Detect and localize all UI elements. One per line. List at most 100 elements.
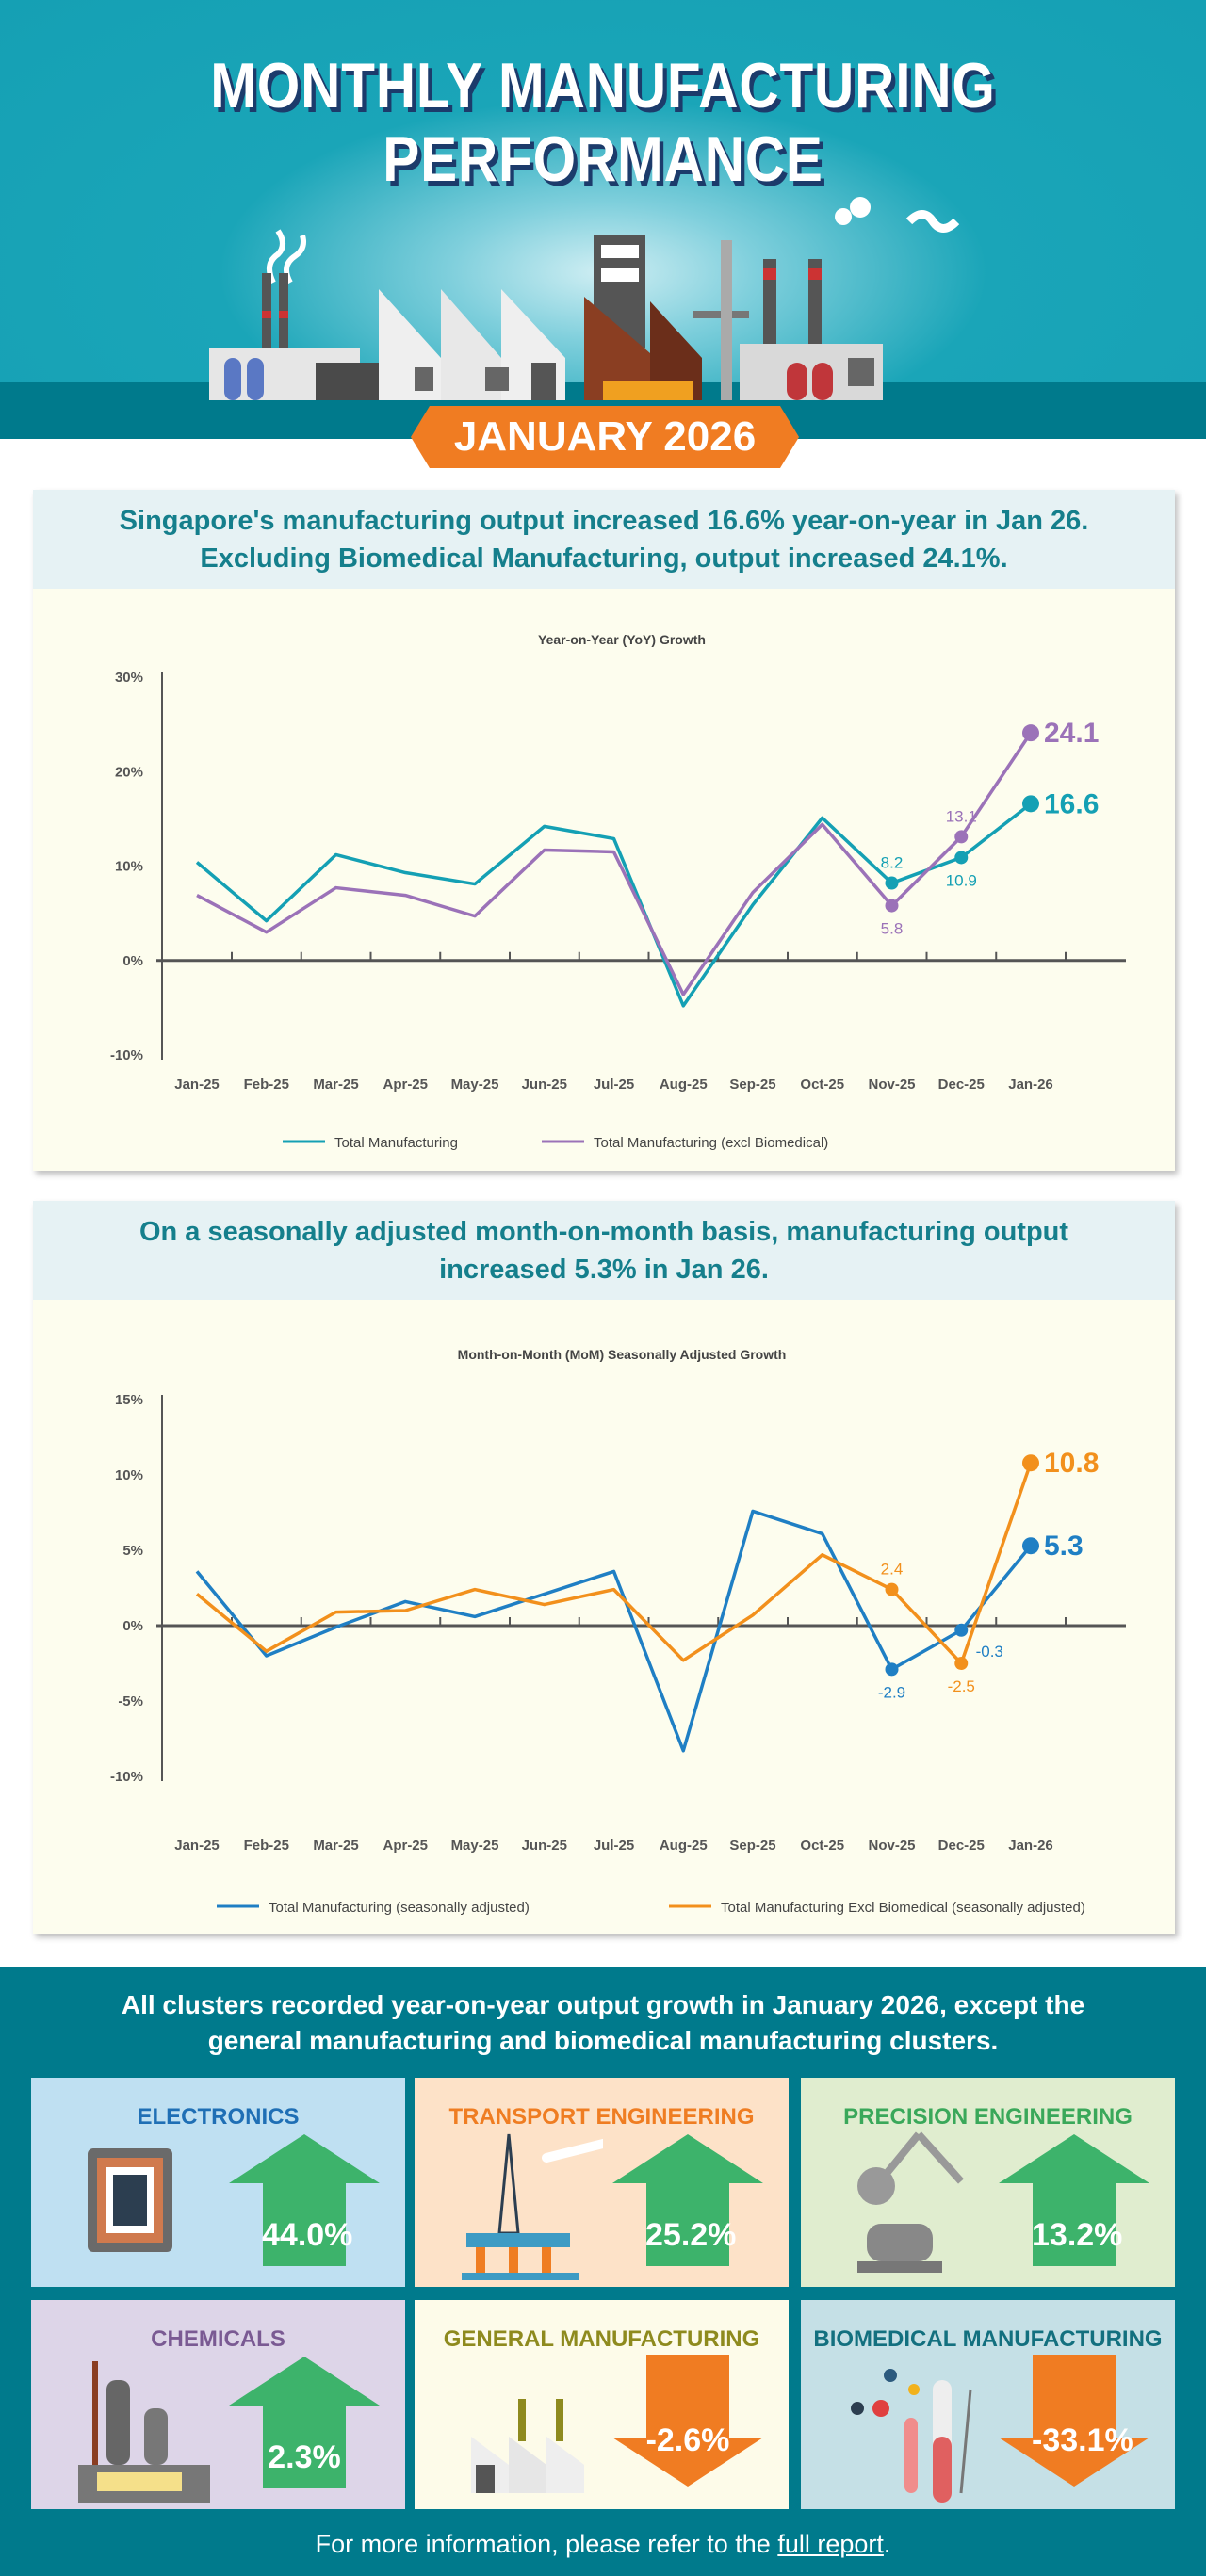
x-tick-label: Jun-25 <box>522 1838 567 1854</box>
oil-rig-airplane-icon <box>462 2133 603 2280</box>
mom-headline-line1: On a seasonally adjusted month-on-month … <box>139 1216 1069 1247</box>
yoy-panel: Singapore's manufacturing output increas… <box>33 490 1175 1171</box>
data-label: -0.3 <box>976 1643 1003 1661</box>
cluster-name: CHEMICALS <box>151 2326 285 2352</box>
clusters-headline-line1: All clusters recorded year-on-year outpu… <box>121 1990 1085 2019</box>
data-label: 2.4 <box>881 1561 904 1579</box>
y-tick-label: -10% <box>110 1047 143 1063</box>
x-tick-label: Aug-25 <box>660 1077 708 1093</box>
x-tick-label: Jan-25 <box>174 1077 220 1093</box>
x-tick-label: Jan-26 <box>1008 1077 1053 1093</box>
cluster-growth-value: 25.2% <box>645 2217 737 2253</box>
data-point <box>1022 795 1039 813</box>
x-tick-label: Jul-25 <box>594 1077 634 1093</box>
legend-label: Total Manufacturing <box>334 1135 458 1151</box>
arrow-up-icon <box>229 2357 380 2488</box>
data-point <box>885 1662 899 1677</box>
x-tick-label: Mar-25 <box>313 1077 358 1093</box>
factory-skyline-illustration <box>209 197 960 400</box>
yoy-headline: Singapore's manufacturing output increas… <box>33 490 1175 589</box>
mom-headline: On a seasonally adjusted month-on-month … <box>33 1201 1175 1300</box>
full-report-link[interactable]: full report <box>777 2530 884 2558</box>
mom-growth-chart: Month-on-Month (MoM) Seasonally Adjusted… <box>110 1347 1126 1916</box>
x-tick-label: May-25 <box>451 1077 499 1093</box>
data-point <box>954 830 969 844</box>
data-label: 8.2 <box>881 854 904 872</box>
page-title-line2: PERFORMANCE <box>383 123 823 195</box>
data-point <box>954 851 969 865</box>
page-title-line1: MONTHLY MANUFACTURING <box>210 50 996 122</box>
x-tick-label: Nov-25 <box>868 1838 915 1854</box>
x-tick-label: Oct-25 <box>800 1838 844 1854</box>
microchip-icon <box>88 2148 172 2252</box>
x-tick-label: May-25 <box>451 1838 499 1854</box>
y-tick-label: 15% <box>115 1392 143 1408</box>
y-tick-label: 10% <box>115 859 143 875</box>
arrow-up-icon <box>229 2134 380 2266</box>
data-label: -2.5 <box>948 1677 975 1695</box>
cluster-card: BIOMEDICAL MANUFACTURING -33.1% <box>801 2300 1175 2509</box>
x-tick-label: Jun-25 <box>522 1077 567 1093</box>
yoy-headline-line2: Excluding Biomedical Manufacturing, outp… <box>200 543 1008 574</box>
cluster-name: TRANSPORT ENGINEERING <box>448 2104 755 2130</box>
x-tick-label: Aug-25 <box>660 1838 708 1854</box>
cluster-growth-value: 2.3% <box>268 2439 341 2475</box>
y-tick-label: -10% <box>110 1769 143 1785</box>
data-point <box>1022 1537 1039 1555</box>
x-tick-label: Oct-25 <box>800 1077 844 1093</box>
yoy-headline-line1: Singapore's manufacturing output increas… <box>119 505 1089 536</box>
y-tick-label: 30% <box>115 670 143 686</box>
cluster-name: GENERAL MANUFACTURING <box>443 2326 760 2352</box>
cluster-name: BIOMEDICAL MANUFACTURING <box>813 2326 1163 2352</box>
data-point <box>1022 1454 1039 1472</box>
date-badge: JANUARY 2026 <box>453 413 757 460</box>
cluster-name: PRECISION ENGINEERING <box>843 2104 1133 2130</box>
mom-panel: On a seasonally adjusted month-on-month … <box>33 1201 1175 1934</box>
arrow-up-icon <box>999 2134 1149 2266</box>
arrow-down-icon <box>999 2355 1149 2487</box>
data-label: 5.8 <box>881 920 904 938</box>
y-tick-label: 10% <box>115 1467 143 1483</box>
mom-headline-line2: increased 5.3% in Jan 26. <box>439 1254 769 1285</box>
chart-title: Month-on-Month (MoM) Seasonally Adjusted… <box>458 1347 787 1362</box>
clusters-headline: All clusters recorded year-on-year outpu… <box>0 1987 1206 2059</box>
x-tick-label: Apr-25 <box>383 1077 428 1093</box>
cluster-card: CHEMICALS 2.3% <box>31 2300 405 2509</box>
x-tick-label: Apr-25 <box>383 1838 428 1854</box>
y-tick-label: 0% <box>122 953 143 969</box>
data-label: 10.9 <box>946 871 977 889</box>
date-badge-shape <box>411 406 799 468</box>
cluster-card: PRECISION ENGINEERING 13.2% <box>801 2078 1175 2287</box>
legend-label: Total Manufacturing (seasonally adjusted… <box>269 1900 530 1916</box>
cluster-growth-value: 13.2% <box>1032 2217 1123 2253</box>
x-tick-label: Sep-25 <box>729 1838 775 1854</box>
x-tick-label: Mar-25 <box>313 1838 358 1854</box>
robotic-arm-icon <box>857 2131 964 2273</box>
y-tick-label: 5% <box>122 1543 143 1559</box>
data-point <box>954 1623 969 1637</box>
lab-equipment-icon <box>851 2369 972 2503</box>
y-tick-label: 0% <box>122 1618 143 1634</box>
data-label: 24.1 <box>1044 718 1099 749</box>
data-point <box>885 876 899 890</box>
clusters-section: All clusters recorded year-on-year outpu… <box>0 1967 1206 2576</box>
data-label: 5.3 <box>1044 1531 1084 1562</box>
x-tick-label: Dec-25 <box>938 1838 985 1854</box>
x-tick-label: Nov-25 <box>868 1077 915 1093</box>
cluster-growth-value: -33.1% <box>1032 2422 1133 2458</box>
x-tick-label: Jan-26 <box>1008 1838 1053 1854</box>
data-point <box>954 1657 969 1670</box>
cluster-card: ELECTRONICS 44.0% <box>31 2078 405 2287</box>
x-tick-label: Jan-25 <box>174 1838 220 1854</box>
x-tick-label: Feb-25 <box>244 1077 289 1093</box>
arrow-up-icon <box>612 2134 763 2266</box>
cluster-growth-value: -2.6% <box>645 2422 730 2458</box>
chemical-plant-icon <box>78 2361 210 2503</box>
cluster-growth-value: 44.0% <box>262 2217 353 2253</box>
cluster-card: GENERAL MANUFACTURING -2.6% <box>415 2300 789 2509</box>
footer-period: . <box>883 2530 891 2558</box>
data-point <box>885 1582 899 1596</box>
data-label: 16.6 <box>1044 788 1099 819</box>
x-tick-label: Jul-25 <box>594 1838 634 1854</box>
data-point <box>1022 724 1039 742</box>
